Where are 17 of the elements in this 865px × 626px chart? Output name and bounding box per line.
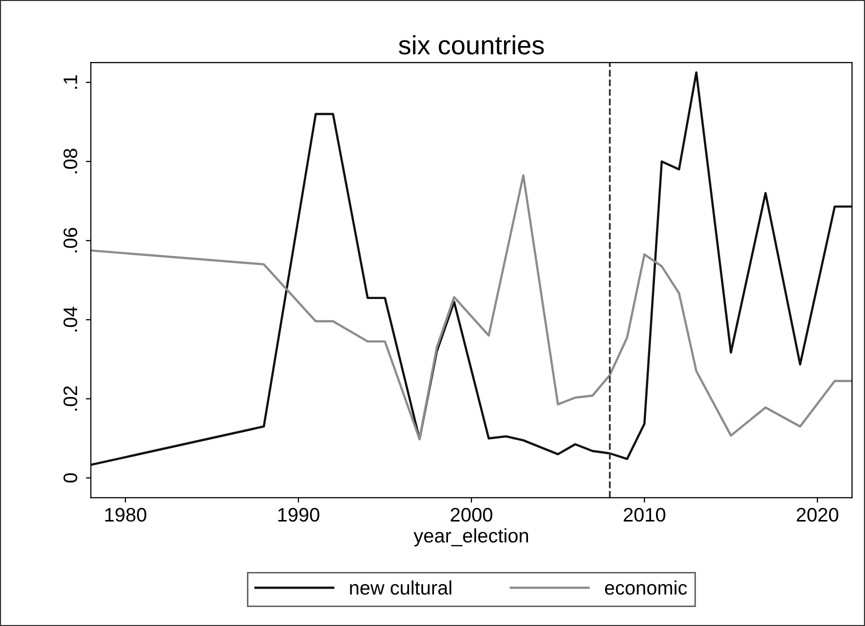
y-tick-label: .1 bbox=[64, 75, 78, 89]
x-axis-title: year_election bbox=[414, 528, 528, 546]
x-tick-label: 1980 bbox=[105, 508, 146, 522]
y-tick-label: .02 bbox=[63, 386, 78, 411]
x-tick-label: 1990 bbox=[278, 508, 320, 522]
x-tick-label: 2020 bbox=[796, 508, 838, 522]
x-tick-label: 2000 bbox=[450, 508, 492, 522]
y-tick-label: 0 bbox=[63, 473, 78, 483]
y-tick-label: .04 bbox=[63, 306, 78, 332]
line-series bbox=[90, 71, 852, 466]
legend-label: new cultural bbox=[350, 580, 452, 595]
chart-title: six countries bbox=[398, 35, 544, 55]
x-tick-label: 2010 bbox=[624, 508, 666, 522]
legend-label: economic bbox=[605, 580, 687, 595]
y-tick-label: .06 bbox=[63, 228, 78, 252]
y-tick-label: .08 bbox=[63, 148, 78, 174]
line-series bbox=[90, 174, 852, 440]
